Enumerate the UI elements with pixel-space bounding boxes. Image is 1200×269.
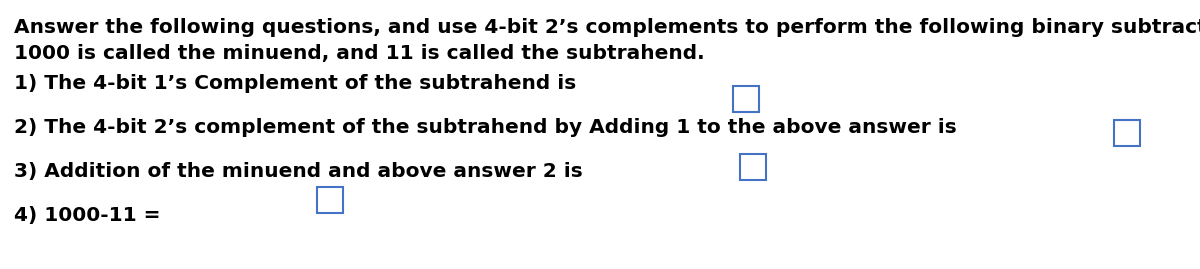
Text: 3) Addition of the minuend and above answer 2 is: 3) Addition of the minuend and above ans… — [14, 162, 589, 181]
Text: Answer the following questions, and use 4-bit 2’s complements to perform the fol: Answer the following questions, and use … — [14, 18, 1200, 37]
Bar — [733, 86, 760, 112]
Bar — [1114, 120, 1140, 146]
Bar — [317, 187, 343, 213]
Text: 1) The 4-bit 1’s Complement of the subtrahend is: 1) The 4-bit 1’s Complement of the subtr… — [14, 74, 583, 93]
Text: 2) The 4-bit 2’s complement of the subtrahend by Adding 1 to the above answer is: 2) The 4-bit 2’s complement of the subtr… — [14, 118, 964, 137]
Text: 1000 is called the minuend, and 11 is called the subtrahend.: 1000 is called the minuend, and 11 is ca… — [14, 44, 704, 63]
Bar — [739, 154, 766, 179]
Text: 4) 1000-11 =: 4) 1000-11 = — [14, 206, 168, 225]
